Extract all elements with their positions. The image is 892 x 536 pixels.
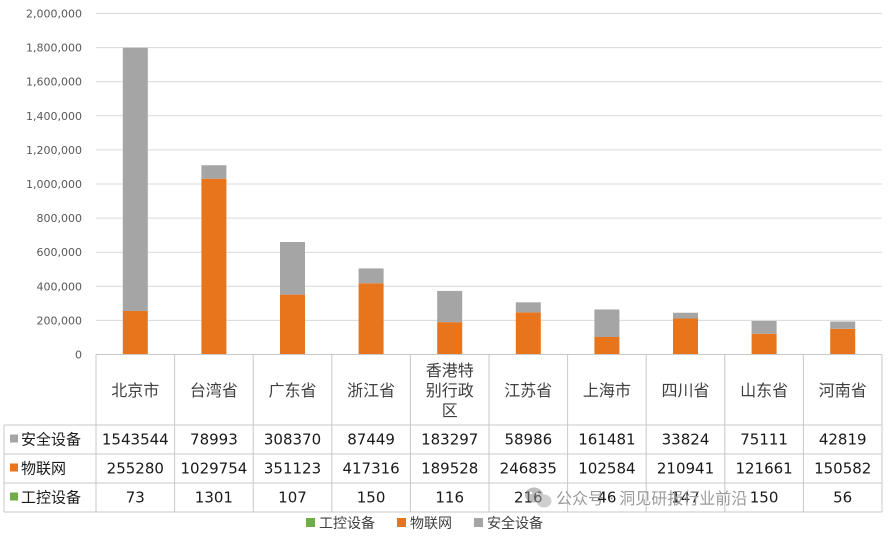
bar-segment bbox=[358, 283, 384, 355]
category-label: 北京市 bbox=[111, 381, 159, 400]
legend-label: 物联网 bbox=[410, 516, 452, 532]
data-cell: 1301 bbox=[195, 489, 233, 507]
bar-segment bbox=[280, 242, 305, 295]
category-label: 香港特别行政区 bbox=[426, 361, 474, 420]
bar-segment bbox=[515, 312, 541, 355]
bar-segment bbox=[201, 165, 227, 179]
watermark: 公众号 · 洞见研报行业前沿 bbox=[525, 487, 747, 508]
y-tick-label: 1,400,000 bbox=[26, 110, 82, 123]
data-cell: 150 bbox=[357, 489, 386, 507]
y-tick-label: 800,000 bbox=[37, 212, 83, 225]
data-cell: 1543544 bbox=[102, 431, 169, 449]
category-label: 四川省 bbox=[661, 381, 709, 400]
y-tick-label: 2,000,000 bbox=[26, 8, 82, 21]
bar-segment bbox=[437, 322, 463, 355]
data-cell: 46 bbox=[597, 489, 616, 507]
data-cell: 87449 bbox=[347, 431, 395, 449]
legend-label: 安全设备 bbox=[487, 515, 543, 532]
bar-segment bbox=[122, 47, 148, 311]
data-cell: 150 bbox=[750, 489, 779, 507]
bar-segment bbox=[437, 290, 463, 323]
bar-segment bbox=[122, 310, 148, 355]
data-cell: 78993 bbox=[190, 431, 238, 449]
data-cell: 189528 bbox=[421, 460, 478, 478]
row-legend-swatch bbox=[10, 492, 18, 501]
bars bbox=[122, 47, 856, 355]
legend-swatch bbox=[306, 518, 315, 527]
data-cell: 147 bbox=[671, 489, 700, 507]
bar-segment bbox=[280, 294, 305, 355]
bar-segment bbox=[594, 309, 620, 338]
gridlines bbox=[96, 13, 882, 355]
y-tick-label: 1,600,000 bbox=[26, 76, 82, 89]
watermark-text: 公众号 · 洞见研报行业前沿 bbox=[556, 489, 747, 508]
row-label: 安全设备 bbox=[21, 431, 81, 449]
data-cell: 75111 bbox=[740, 431, 788, 449]
bar-segment bbox=[515, 302, 541, 313]
data-cell: 308370 bbox=[264, 431, 321, 449]
legend-label: 工控设备 bbox=[319, 515, 375, 532]
data-cell: 1029754 bbox=[180, 460, 247, 478]
row-legend-swatch bbox=[10, 434, 18, 443]
data-cell: 102584 bbox=[578, 460, 635, 478]
data-cell: 417316 bbox=[342, 460, 399, 478]
y-tick-label: 1,200,000 bbox=[26, 144, 82, 157]
data-cell: 183297 bbox=[421, 431, 478, 449]
row-label: 工控设备 bbox=[21, 489, 81, 507]
data-cell: 246835 bbox=[500, 460, 557, 478]
y-tick-label: 400,000 bbox=[37, 280, 83, 293]
category-label: 上海市 bbox=[583, 381, 631, 400]
category-label: 广东省 bbox=[268, 381, 316, 400]
data-cell: 107 bbox=[278, 489, 307, 507]
bar-segment bbox=[751, 320, 777, 334]
data-cell: 255280 bbox=[107, 460, 164, 478]
legend: 工控设备 物联网 安全设备 bbox=[306, 515, 543, 532]
bar-segment bbox=[594, 337, 620, 355]
y-tick-label: 600,000 bbox=[37, 246, 83, 259]
bar-segment bbox=[830, 321, 856, 329]
data-cell: 351123 bbox=[264, 460, 321, 478]
bar-segment bbox=[751, 333, 777, 355]
row-legend-swatch bbox=[10, 463, 18, 472]
bar-segment bbox=[673, 318, 698, 355]
y-tick-label: 1,800,000 bbox=[26, 42, 82, 55]
data-cell: 121661 bbox=[735, 460, 792, 478]
data-cell: 116 bbox=[435, 489, 464, 507]
legend-swatch bbox=[397, 518, 406, 527]
data-cell: 33824 bbox=[662, 431, 710, 449]
bar-segment bbox=[358, 268, 384, 284]
data-cell: 56 bbox=[833, 489, 852, 507]
legend-swatch bbox=[474, 518, 483, 527]
y-tick-label: 1,000,000 bbox=[26, 178, 82, 191]
data-cell: 58986 bbox=[504, 431, 552, 449]
data-cell: 150582 bbox=[814, 460, 871, 478]
y-axis: 0 200,000 400,000 600,000 800,000 1,000,000 1,… bbox=[26, 8, 82, 362]
bar-segment bbox=[201, 178, 227, 355]
y-tick-label: 0 bbox=[75, 349, 82, 362]
bar-segment bbox=[673, 312, 698, 319]
row-label: 物联网 bbox=[21, 460, 66, 478]
y-tick-label: 200,000 bbox=[37, 314, 83, 327]
data-cell: 210941 bbox=[657, 460, 714, 478]
bar-segment bbox=[830, 328, 856, 355]
category-label: 台湾省 bbox=[190, 381, 238, 400]
data-cell: 161481 bbox=[578, 431, 635, 449]
category-label: 河南省 bbox=[819, 381, 867, 400]
category-label: 江苏省 bbox=[504, 381, 552, 400]
data-cell: 42819 bbox=[819, 431, 867, 449]
category-label: 浙江省 bbox=[347, 381, 395, 400]
data-cell: 73 bbox=[126, 489, 145, 507]
wechat-icon bbox=[525, 487, 552, 508]
category-label: 山东省 bbox=[740, 381, 788, 400]
